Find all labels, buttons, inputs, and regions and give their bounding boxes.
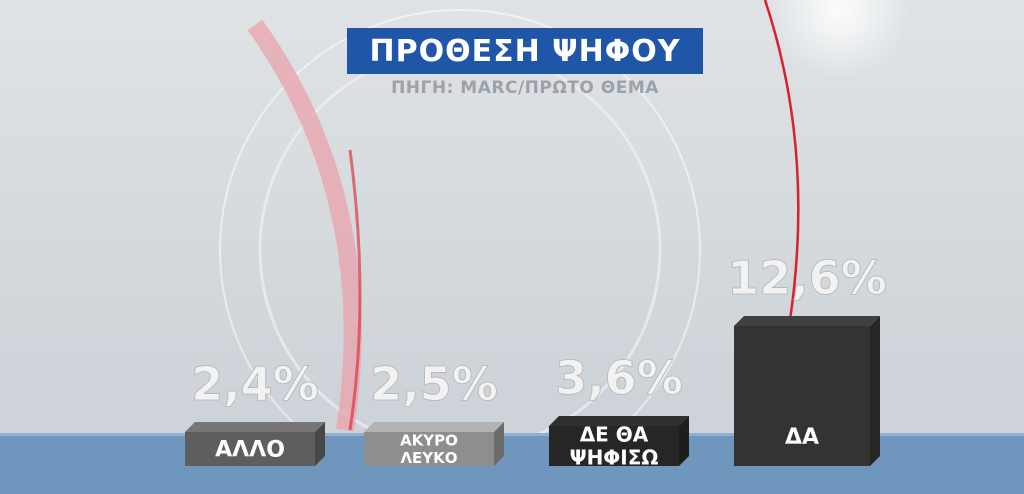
bar-value-label: 12,6%	[727, 251, 887, 305]
title-box: ΠΡΟΘΕΣΗ ΨΗΦΟΥ	[347, 28, 703, 74]
bar-front-face	[734, 326, 870, 466]
bar-side-face	[315, 422, 325, 466]
chart-source: ΠΗΓΗ: MARC/ΠΡΩΤΟ ΘΕΜΑ	[391, 78, 659, 98]
bar-category-label: ΑΛΛΟ	[215, 438, 285, 463]
bar-top-face	[734, 316, 880, 326]
bar-category-label: ΑΚΥΡΟ ΛΕΥΚΟ	[400, 432, 458, 467]
bar-top-face	[549, 416, 689, 426]
bar: ΑΛΛΟ 2,4%	[185, 357, 325, 466]
bar-value-label: 3,6%	[555, 351, 683, 405]
bar: ΔΑ 12,6%	[727, 251, 887, 466]
red-line-decoration	[763, 0, 800, 321]
chart-title: ΠΡΟΘΕΣΗ ΨΗΦΟΥ	[369, 33, 681, 69]
bar-category-label: ΔΕ ΘΑ ΨΗΦΙΣΩ	[570, 423, 659, 470]
bar: ΔΕ ΘΑ ΨΗΦΙΣΩ 3,6%	[549, 351, 689, 470]
bar-value-label: 2,5%	[370, 357, 498, 411]
bar-side-face	[679, 416, 689, 466]
bar: ΑΚΥΡΟ ΛΕΥΚΟ 2,5%	[364, 357, 504, 467]
bar-category-label: ΔΑ	[785, 425, 819, 450]
bar-front-face	[549, 426, 679, 466]
bar-top-face	[364, 422, 504, 432]
bar-side-face	[494, 422, 504, 466]
red-arc-decoration	[348, 149, 362, 431]
bar-value-label: 2,4%	[191, 357, 319, 411]
red-arc-decoration	[247, 19, 362, 432]
bar-front-face	[364, 432, 494, 466]
bar-top-face	[185, 422, 325, 432]
light-glow	[770, 0, 910, 80]
bar-side-face	[870, 316, 880, 466]
bars-group: ΑΛΛΟ 2,4% ΑΚΥΡΟ ΛΕΥΚΟ 2,5% ΔΕ ΘΑ ΨΗΦΙΣΩ 3,6% ΔΑ 1…	[185, 251, 887, 470]
bar-front-face	[185, 432, 315, 466]
